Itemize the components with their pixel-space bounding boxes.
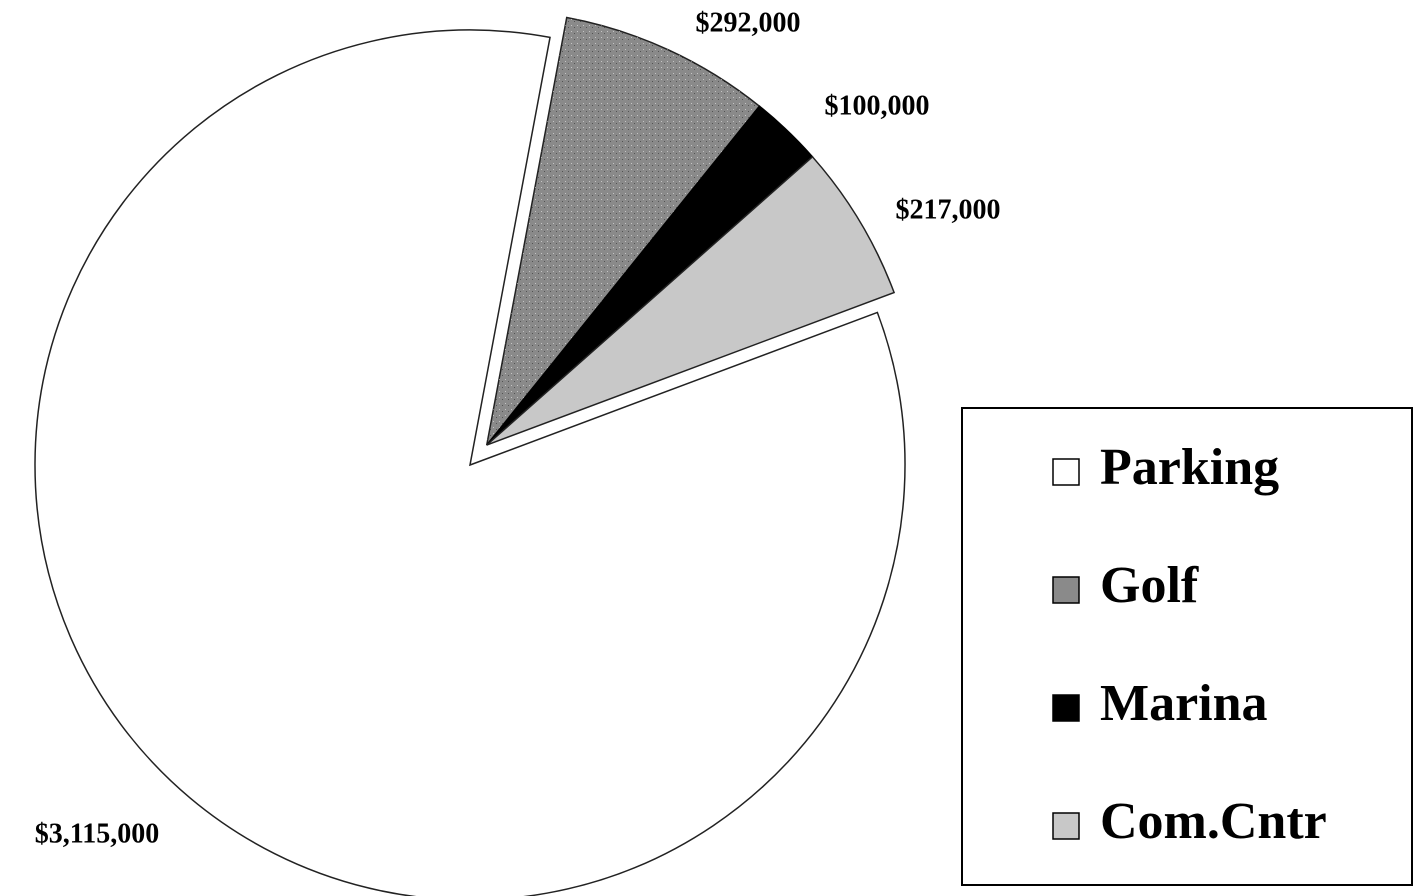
legend-swatch [1052,812,1080,840]
value-label: $292,000 [696,7,801,38]
value-label: $3,115,000 [35,818,159,849]
value-label: $217,000 [896,194,1001,225]
legend-swatch [1052,694,1080,722]
legend-swatch [1052,576,1080,604]
value-label: $100,000 [825,90,930,121]
legend-box [961,407,1413,886]
legend-label: Golf [1100,557,1199,614]
pie-slice [34,29,906,896]
legend-label: Parking [1100,439,1279,496]
slice-texture [486,17,760,446]
legend-swatch [1052,458,1080,486]
legend-label: Com.Cntr [1100,793,1327,850]
legend-label: Marina [1100,675,1268,732]
pie-slice [486,155,896,446]
